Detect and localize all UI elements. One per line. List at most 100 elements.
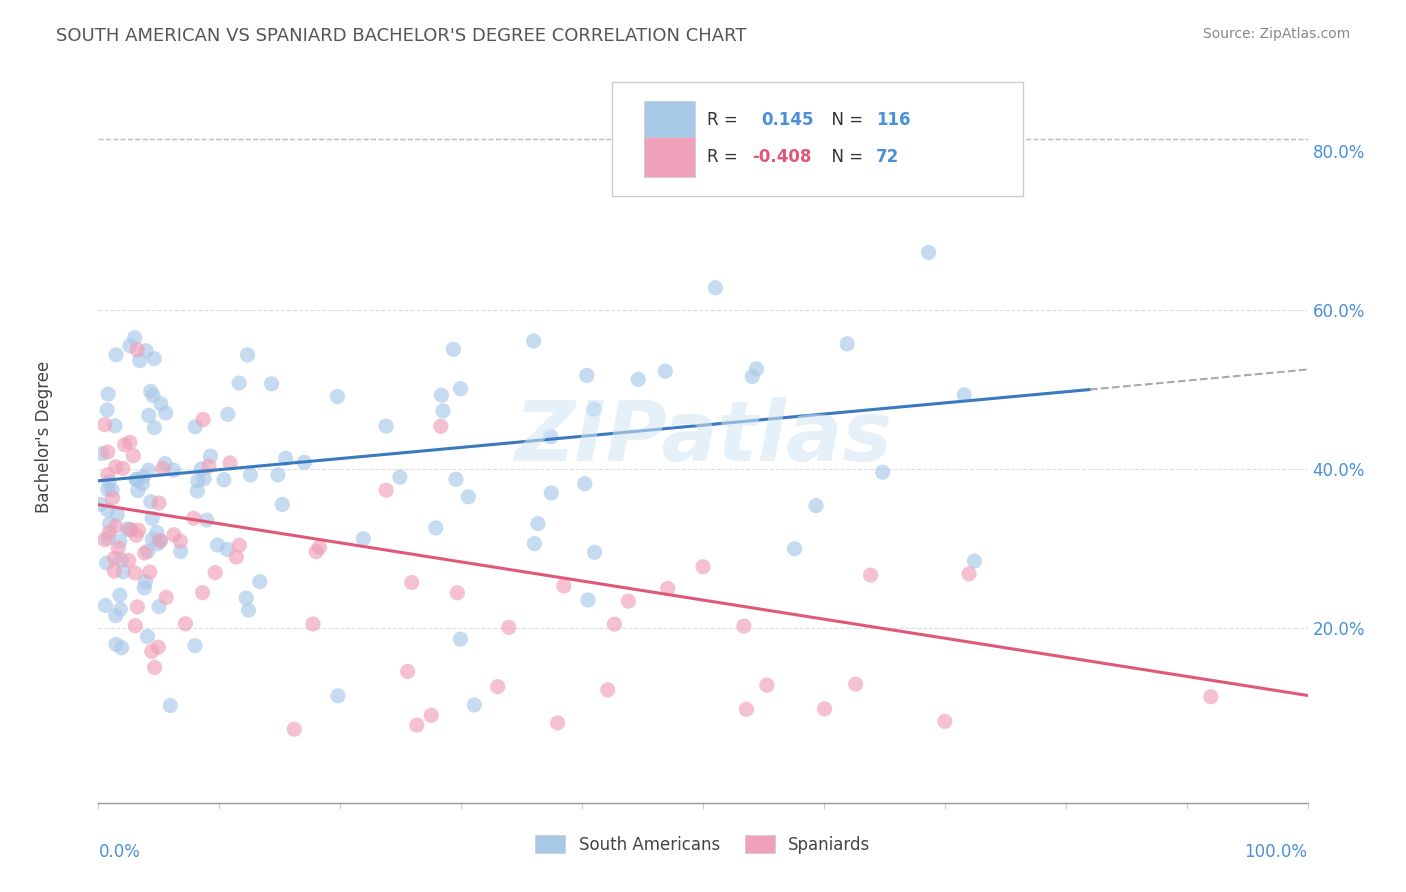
Point: [97, 483, 120, 497]
Point: [441, 343, 464, 357]
Point: [225, 549, 247, 564]
Text: SOUTH AMERICAN VS SPANIARD BACHELOR'S DEGREE CORRELATION CHART: SOUTH AMERICAN VS SPANIARD BACHELOR'S DE…: [56, 27, 747, 45]
Point: [174, 616, 197, 631]
Text: R =: R =: [707, 148, 742, 166]
Point: [125, 473, 148, 487]
Point: [406, 718, 429, 732]
Point: [198, 458, 221, 473]
Point: [745, 362, 768, 376]
Point: [190, 462, 212, 476]
Point: [146, 537, 169, 551]
Point: [94, 599, 117, 613]
Point: [596, 682, 619, 697]
Point: [450, 382, 472, 396]
Point: [527, 516, 550, 531]
Point: [837, 336, 859, 351]
Point: [191, 585, 214, 599]
Point: [125, 472, 148, 486]
Point: [111, 461, 134, 475]
Point: [142, 388, 165, 402]
Point: [575, 368, 598, 383]
Point: [141, 644, 163, 658]
Point: [859, 568, 882, 582]
Point: [430, 419, 453, 434]
Point: [96, 556, 118, 570]
Point: [118, 435, 141, 450]
Point: [104, 459, 127, 474]
Point: [212, 473, 235, 487]
Point: [124, 618, 146, 632]
Point: [169, 534, 191, 549]
Point: [553, 579, 575, 593]
Point: [139, 384, 162, 399]
Point: [953, 388, 976, 402]
Point: [274, 451, 297, 466]
Point: [845, 677, 868, 691]
FancyBboxPatch shape: [644, 101, 695, 140]
Point: [134, 574, 156, 589]
FancyBboxPatch shape: [644, 137, 695, 177]
Text: 0.0%: 0.0%: [98, 843, 141, 861]
Text: N =: N =: [821, 112, 869, 129]
Point: [110, 553, 132, 567]
Point: [352, 532, 374, 546]
Point: [169, 544, 191, 558]
Point: [957, 566, 980, 581]
Point: [120, 523, 142, 537]
Point: [115, 522, 138, 536]
Point: [148, 599, 170, 614]
Point: [375, 419, 398, 434]
Point: [603, 617, 626, 632]
Point: [547, 715, 569, 730]
Point: [432, 404, 454, 418]
Point: [217, 542, 239, 557]
Point: [193, 472, 215, 486]
Point: [302, 617, 325, 632]
Point: [260, 376, 283, 391]
Point: [98, 516, 121, 531]
Point: [755, 678, 778, 692]
Point: [444, 472, 467, 486]
Point: [127, 523, 149, 537]
Point: [271, 497, 294, 511]
Point: [934, 714, 956, 729]
Point: [228, 538, 250, 552]
Point: [654, 364, 676, 378]
Point: [97, 475, 120, 489]
Point: [136, 630, 159, 644]
Point: [917, 245, 939, 260]
Point: [101, 483, 124, 497]
Point: [135, 343, 157, 358]
Point: [326, 390, 349, 404]
Point: [184, 639, 207, 653]
Text: Bachelor's Degree: Bachelor's Degree: [35, 361, 53, 513]
Point: [267, 467, 290, 482]
Point: [148, 640, 170, 655]
Point: [103, 551, 125, 566]
Point: [134, 581, 156, 595]
Point: [574, 476, 596, 491]
Point: [141, 511, 163, 525]
Point: [186, 484, 208, 499]
Point: [617, 594, 640, 608]
Point: [540, 486, 562, 500]
Point: [217, 407, 239, 421]
Point: [143, 351, 166, 366]
Point: [110, 602, 132, 616]
Point: [523, 536, 546, 550]
Point: [498, 620, 520, 634]
Point: [104, 608, 127, 623]
Point: [457, 490, 479, 504]
Point: [138, 463, 160, 477]
Point: [104, 418, 127, 433]
Point: [105, 637, 128, 651]
Point: [149, 397, 172, 411]
Point: [122, 449, 145, 463]
Point: [90, 497, 112, 511]
Point: [105, 348, 128, 362]
Point: [163, 463, 186, 477]
Point: [308, 541, 330, 555]
Point: [104, 519, 127, 533]
Point: [375, 483, 398, 498]
Point: [388, 470, 411, 484]
